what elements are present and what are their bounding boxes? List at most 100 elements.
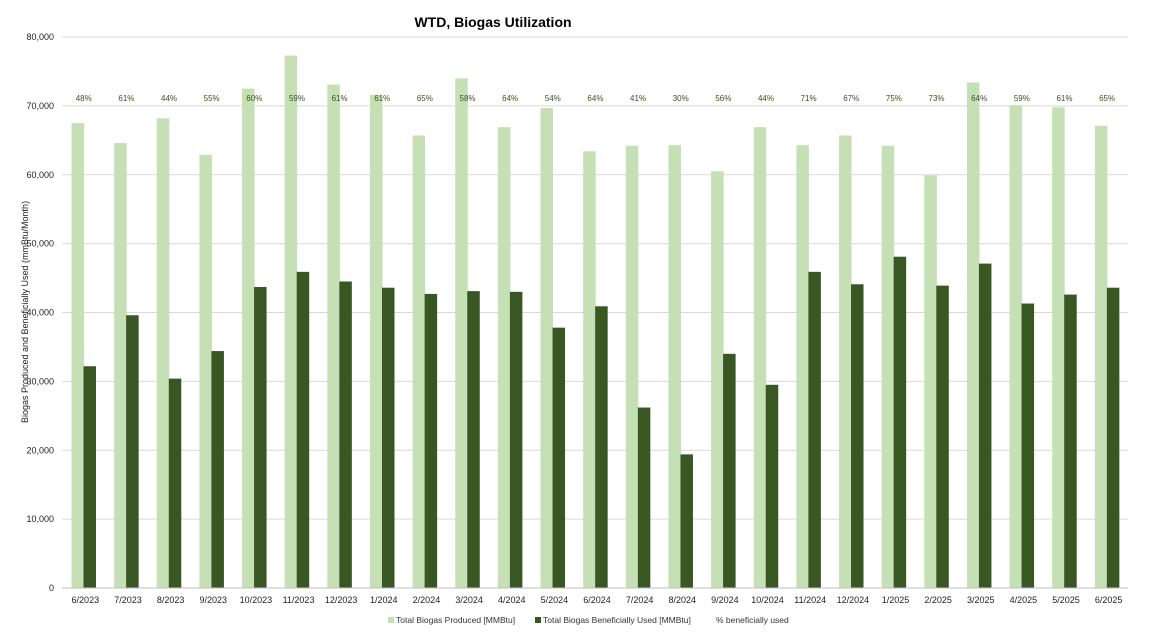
- percent-labels: 48% 61% 44% 55% 60% 59% 61% 61% 65% 58% 64% 54% 64% 4…: [76, 94, 1115, 103]
- bar-produced: [284, 55, 298, 588]
- bar-produced: [540, 107, 554, 588]
- bar-produced: [455, 78, 468, 588]
- bar-beneficially-used: [509, 291, 523, 588]
- bar-beneficially-used: [211, 351, 224, 588]
- percent-label: 59%: [289, 94, 305, 103]
- bar-beneficially-used: [424, 293, 438, 588]
- y-tick-label: 60,000: [26, 170, 54, 180]
- percent-label: 41%: [630, 94, 646, 103]
- bar-beneficially-used: [1021, 303, 1035, 588]
- bar-beneficially-used: [893, 256, 907, 588]
- bar-produced: [156, 118, 170, 589]
- bar-beneficially-used: [552, 327, 566, 588]
- bar-produced: [583, 151, 596, 588]
- bar-beneficially-used: [339, 281, 352, 588]
- bar-beneficially-used: [765, 384, 779, 588]
- percent-label: 64%: [971, 94, 987, 103]
- y-tick-label: 40,000: [26, 308, 54, 318]
- x-tick-label: 10/2023: [240, 595, 273, 605]
- y-tick-label: 50,000: [26, 239, 54, 249]
- x-tick-label: 12/2023: [325, 595, 358, 605]
- axes: 0 10,000 20,000 30,000 40,000 50,000 60,000 70,…: [26, 32, 1128, 605]
- bar-produced: [1052, 107, 1065, 588]
- percent-label: 61%: [1056, 94, 1072, 103]
- x-tick-label: 6/2024: [583, 595, 611, 605]
- y-tick-label: 80,000: [26, 32, 54, 42]
- bar-produced: [327, 84, 340, 589]
- y-tick-label: 0: [49, 583, 54, 593]
- percent-label: 67%: [843, 94, 859, 103]
- percent-label: 61%: [374, 94, 390, 103]
- bar-beneficially-used: [680, 454, 693, 588]
- y-axis-label: Biogas Produced and Beneficially Used (m…: [20, 201, 30, 423]
- x-tick-label: 3/2025: [967, 595, 995, 605]
- percent-label: 75%: [886, 94, 902, 103]
- percent-label: 60%: [246, 94, 262, 103]
- bar-produced: [625, 145, 639, 588]
- x-tick-label: 3/2024: [455, 595, 483, 605]
- x-tick-label: 8/2023: [157, 595, 185, 605]
- x-tick-label: 1/2025: [882, 595, 910, 605]
- bar-produced: [242, 88, 255, 588]
- chart-title: WTD, Biogas Utilization: [414, 14, 571, 30]
- bar-beneficially-used: [1106, 287, 1120, 588]
- percent-label: 54%: [545, 94, 561, 103]
- bar-beneficially-used: [851, 284, 864, 588]
- bar-beneficially-used: [595, 306, 608, 588]
- bars: [71, 55, 1120, 589]
- percent-label: 65%: [417, 94, 433, 103]
- legend-label-beneficially-used: Total Biogas Beneficially Used [MMBtu]: [543, 615, 691, 625]
- x-tick-label: 9/2024: [711, 595, 739, 605]
- bar-beneficially-used: [467, 291, 480, 588]
- percent-label: 61%: [332, 94, 348, 103]
- bar-produced: [711, 171, 724, 588]
- percent-label: 48%: [76, 94, 92, 103]
- bar-beneficially-used: [254, 287, 267, 588]
- x-tick-label: 5/2024: [541, 595, 569, 605]
- bar-produced: [924, 175, 937, 588]
- percent-label: 44%: [758, 94, 774, 103]
- x-tick-label: 10/2024: [751, 595, 784, 605]
- percent-label: 58%: [460, 94, 476, 103]
- percent-label: 64%: [502, 94, 518, 103]
- legend-swatch-beneficially-used: [535, 617, 541, 623]
- bar-produced: [881, 145, 895, 588]
- x-tick-label: 1/2024: [370, 595, 398, 605]
- bar-produced: [796, 145, 809, 589]
- bar-produced: [753, 127, 767, 588]
- percent-label: 61%: [118, 94, 134, 103]
- x-tick-label: 2/2024: [413, 595, 441, 605]
- bar-beneficially-used: [723, 353, 736, 588]
- percent-label: 59%: [1014, 94, 1030, 103]
- x-tick-label: 7/2024: [626, 595, 654, 605]
- x-tick-label: 8/2024: [669, 595, 697, 605]
- bar-beneficially-used: [1064, 294, 1077, 588]
- bar-beneficially-used: [978, 263, 992, 588]
- y-tick-label: 10,000: [26, 514, 54, 524]
- bar-produced: [497, 127, 511, 588]
- legend: Total Biogas Produced [MMBtu] Total Biog…: [388, 615, 789, 625]
- bar-beneficially-used: [808, 271, 821, 588]
- bar-produced: [199, 154, 212, 588]
- bar-produced: [1009, 105, 1023, 588]
- percent-label: 30%: [673, 94, 689, 103]
- x-tick-label: 4/2024: [498, 595, 526, 605]
- x-tick-label: 2/2025: [924, 595, 952, 605]
- bar-beneficially-used: [168, 378, 182, 588]
- bar-beneficially-used: [126, 315, 139, 588]
- bar-produced: [369, 94, 383, 588]
- bar-beneficially-used: [83, 366, 96, 588]
- x-tick-label: 6/2025: [1095, 595, 1123, 605]
- percent-label: 65%: [1099, 94, 1115, 103]
- x-tick-label: 5/2025: [1052, 595, 1080, 605]
- percent-label: 56%: [715, 94, 731, 103]
- x-tick-label: 11/2023: [283, 595, 315, 605]
- bar-produced: [839, 135, 852, 588]
- percent-label: 73%: [929, 94, 945, 103]
- bar-beneficially-used: [381, 287, 395, 588]
- x-tick-label: 12/2024: [837, 595, 870, 605]
- percent-label: 64%: [587, 94, 603, 103]
- y-tick-label: 30,000: [26, 376, 54, 386]
- bar-produced: [114, 143, 127, 588]
